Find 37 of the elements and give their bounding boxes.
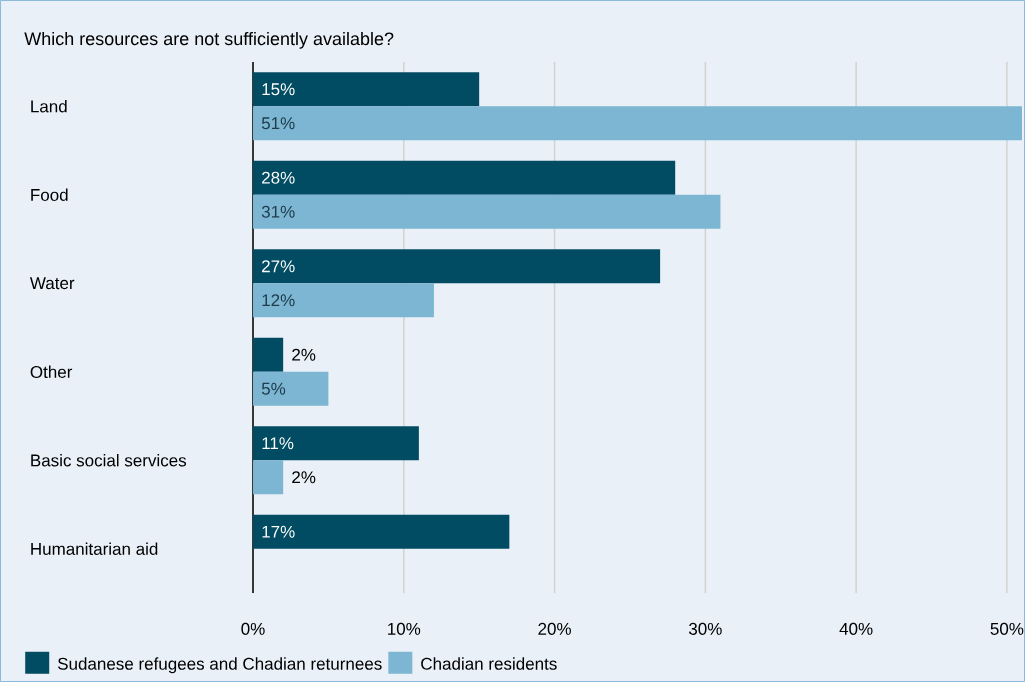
legend-label: Chadian residents [421,657,557,670]
bar [253,460,284,495]
data-label: 17% [262,525,295,538]
bar [253,426,419,461]
chart-title: Which resources are not sufficiently available? [24,31,394,49]
y-tick-label: Food [31,188,68,201]
bar [253,337,284,372]
x-tick-label: 40% [839,622,873,635]
bar [253,514,510,549]
bar [253,160,676,195]
data-label: 31% [261,205,295,218]
data-label: 12% [262,294,295,307]
x-tick-label: 20% [538,622,571,635]
y-tick-label: Other [30,365,73,378]
data-label: 11% [262,437,294,450]
y-tick-label: Basic social services [31,454,187,467]
x-tick-label: 50% [990,622,1024,635]
x-tick-label: 0% [241,622,265,635]
x-tick-label: 30% [688,622,722,635]
bar [253,72,480,107]
bar [253,106,1022,141]
x-tick-label: 10% [388,622,421,635]
bar [253,249,661,284]
y-tick-label: Humanitarian aid [31,542,158,555]
data-label: 28% [262,171,295,184]
bar [253,283,434,318]
data-label: 5% [261,382,286,395]
y-tick-label: Water [29,277,75,290]
bar [253,194,721,229]
legend-label: Sudanese refugees and Chadian returnees [57,657,382,674]
data-label: 2% [292,348,316,361]
bar [253,371,329,406]
data-label: 27% [262,260,295,273]
y-tick-label: Land [31,100,67,113]
data-label: 51% [261,117,295,130]
data-label: 15% [262,83,295,96]
data-label: 2% [292,471,316,484]
